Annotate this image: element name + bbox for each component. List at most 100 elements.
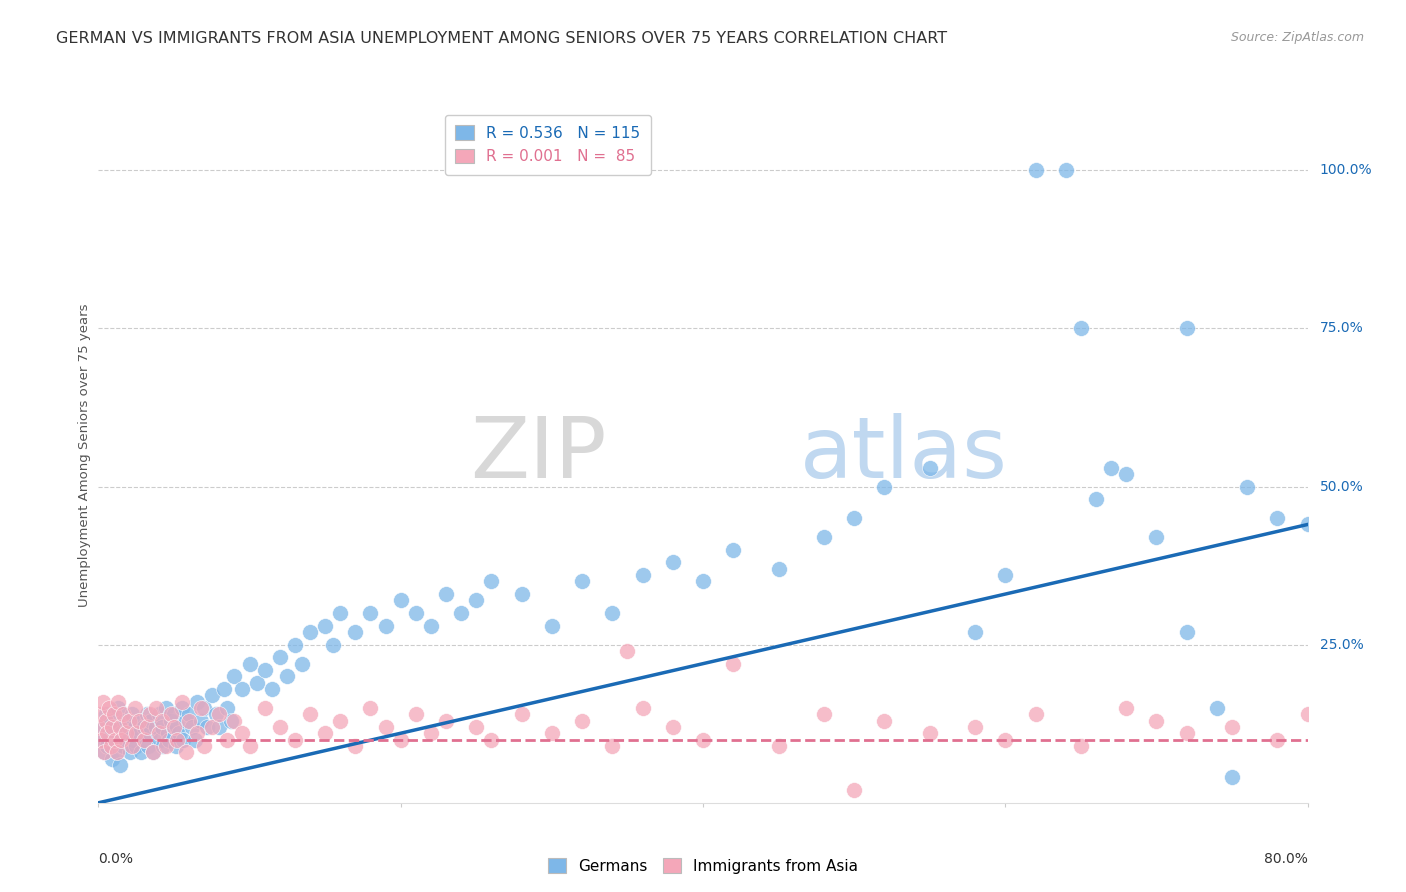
Point: [269, 650, 291, 665]
Point: [322, 638, 344, 652]
Point: [177, 707, 201, 722]
Point: [94, 714, 117, 728]
Point: [299, 707, 322, 722]
Point: [389, 732, 412, 747]
Y-axis label: Unemployment Among Seniors over 75 years: Unemployment Among Seniors over 75 years: [79, 303, 91, 607]
Point: [148, 707, 170, 722]
Point: [87, 720, 110, 734]
Point: [1175, 625, 1198, 640]
Point: [155, 739, 177, 753]
Point: [103, 732, 125, 747]
Point: [1070, 739, 1092, 753]
Point: [253, 701, 276, 715]
Point: [170, 701, 193, 715]
Point: [193, 701, 215, 715]
Point: [231, 726, 253, 740]
Point: [105, 745, 128, 759]
Point: [100, 714, 122, 728]
Point: [208, 707, 231, 722]
Point: [167, 726, 190, 740]
Point: [149, 732, 172, 747]
Point: [184, 732, 207, 747]
Point: [89, 707, 111, 722]
Point: [262, 681, 284, 696]
Point: [465, 593, 488, 607]
Point: [231, 681, 253, 696]
Point: [127, 726, 149, 740]
Point: [291, 657, 314, 671]
Point: [98, 701, 121, 715]
Point: [510, 587, 533, 601]
Point: [661, 720, 683, 734]
Point: [540, 726, 562, 740]
Point: [195, 720, 218, 734]
Point: [190, 701, 212, 715]
Point: [813, 707, 835, 722]
Point: [100, 739, 122, 753]
Point: [170, 695, 193, 709]
Point: [111, 739, 134, 753]
Text: 50.0%: 50.0%: [1320, 480, 1364, 493]
Point: [215, 701, 238, 715]
Point: [94, 707, 117, 722]
Point: [93, 745, 115, 759]
Point: [450, 606, 472, 620]
Point: [1206, 701, 1229, 715]
Point: [174, 745, 197, 759]
Point: [602, 739, 624, 753]
Point: [1085, 492, 1108, 507]
Point: [128, 714, 150, 728]
Text: GERMAN VS IMMIGRANTS FROM ASIA UNEMPLOYMENT AMONG SENIORS OVER 75 YEARS CORRELAT: GERMAN VS IMMIGRANTS FROM ASIA UNEMPLOYM…: [56, 31, 948, 46]
Point: [813, 530, 835, 544]
Point: [1115, 701, 1137, 715]
Point: [160, 714, 183, 728]
Point: [90, 732, 112, 747]
Point: [1024, 707, 1046, 722]
Point: [965, 625, 987, 640]
Point: [481, 574, 503, 589]
Point: [602, 606, 624, 620]
Point: [177, 714, 201, 728]
Point: [159, 732, 181, 747]
Point: [465, 720, 488, 734]
Point: [1265, 732, 1288, 747]
Point: [148, 726, 170, 740]
Point: [221, 714, 243, 728]
Point: [121, 739, 143, 753]
Point: [1115, 467, 1137, 481]
Point: [96, 739, 118, 753]
Point: [419, 726, 441, 740]
Point: [873, 479, 896, 493]
Point: [139, 726, 162, 740]
Point: [965, 720, 987, 734]
Point: [1220, 771, 1243, 785]
Point: [246, 675, 269, 690]
Point: [314, 726, 336, 740]
Point: [114, 732, 136, 747]
Point: [224, 714, 246, 728]
Point: [208, 720, 231, 734]
Point: [205, 707, 228, 722]
Point: [104, 720, 127, 734]
Point: [631, 701, 654, 715]
Point: [434, 714, 457, 728]
Point: [90, 732, 112, 747]
Point: [768, 562, 790, 576]
Point: [91, 720, 114, 734]
Point: [661, 556, 683, 570]
Point: [101, 720, 124, 734]
Point: [253, 663, 276, 677]
Point: [1236, 479, 1258, 493]
Point: [166, 732, 188, 747]
Point: [212, 681, 235, 696]
Point: [284, 732, 307, 747]
Point: [108, 720, 131, 734]
Point: [314, 618, 336, 632]
Point: [1296, 517, 1319, 532]
Text: ZIP: ZIP: [470, 413, 606, 497]
Point: [105, 745, 128, 759]
Point: [571, 574, 593, 589]
Point: [571, 714, 593, 728]
Point: [284, 638, 307, 652]
Point: [269, 720, 291, 734]
